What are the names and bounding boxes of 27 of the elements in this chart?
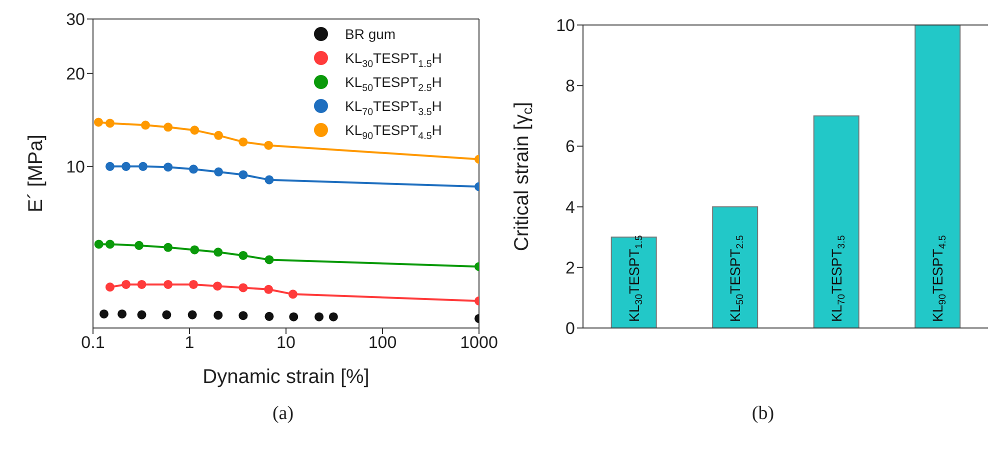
legend-label: KL$_{70}$TESPT$_{3.5}$H	[345, 98, 442, 118]
legend-label: BR gum	[345, 26, 396, 42]
text: (b)	[750, 403, 776, 425]
x-axis-title: Dynamic strain [%]	[202, 366, 370, 388]
bar	[610, 236, 657, 328]
x-tick-label: 100	[368, 333, 397, 352]
x-tick-label: 10	[276, 333, 296, 352]
bar	[712, 206, 758, 328]
y-tick-label: 0	[566, 319, 575, 338]
y-tick-label: 10	[66, 157, 85, 176]
y-tick-label: 30	[66, 10, 85, 30]
y-tick-label: 6	[566, 137, 575, 156]
y-tick-label: 8	[566, 76, 575, 96]
x-tick-label: 1	[184, 333, 194, 352]
text: (a)	[271, 403, 295, 425]
y-tick-label: 20	[66, 64, 85, 84]
bar	[914, 25, 961, 328]
y-axis-title: E´ [MPa]	[25, 134, 47, 212]
y-tick-label: 4	[566, 198, 575, 217]
legend-label: KL$_{30}$TESPT$_{1.5}$H	[345, 50, 442, 70]
x-tick-label: 0.1	[81, 333, 105, 352]
legend-label: KL$_{50}$TESPT$_{2.5}$H	[345, 74, 442, 94]
y-tick-label: 2	[566, 258, 575, 278]
bar	[813, 115, 860, 328]
legend-label: KL$_{90}$TESPT$_{4.5}$H	[345, 122, 442, 142]
x-tick-label: 1000	[460, 333, 498, 352]
y-tick-label: 10	[556, 16, 575, 36]
